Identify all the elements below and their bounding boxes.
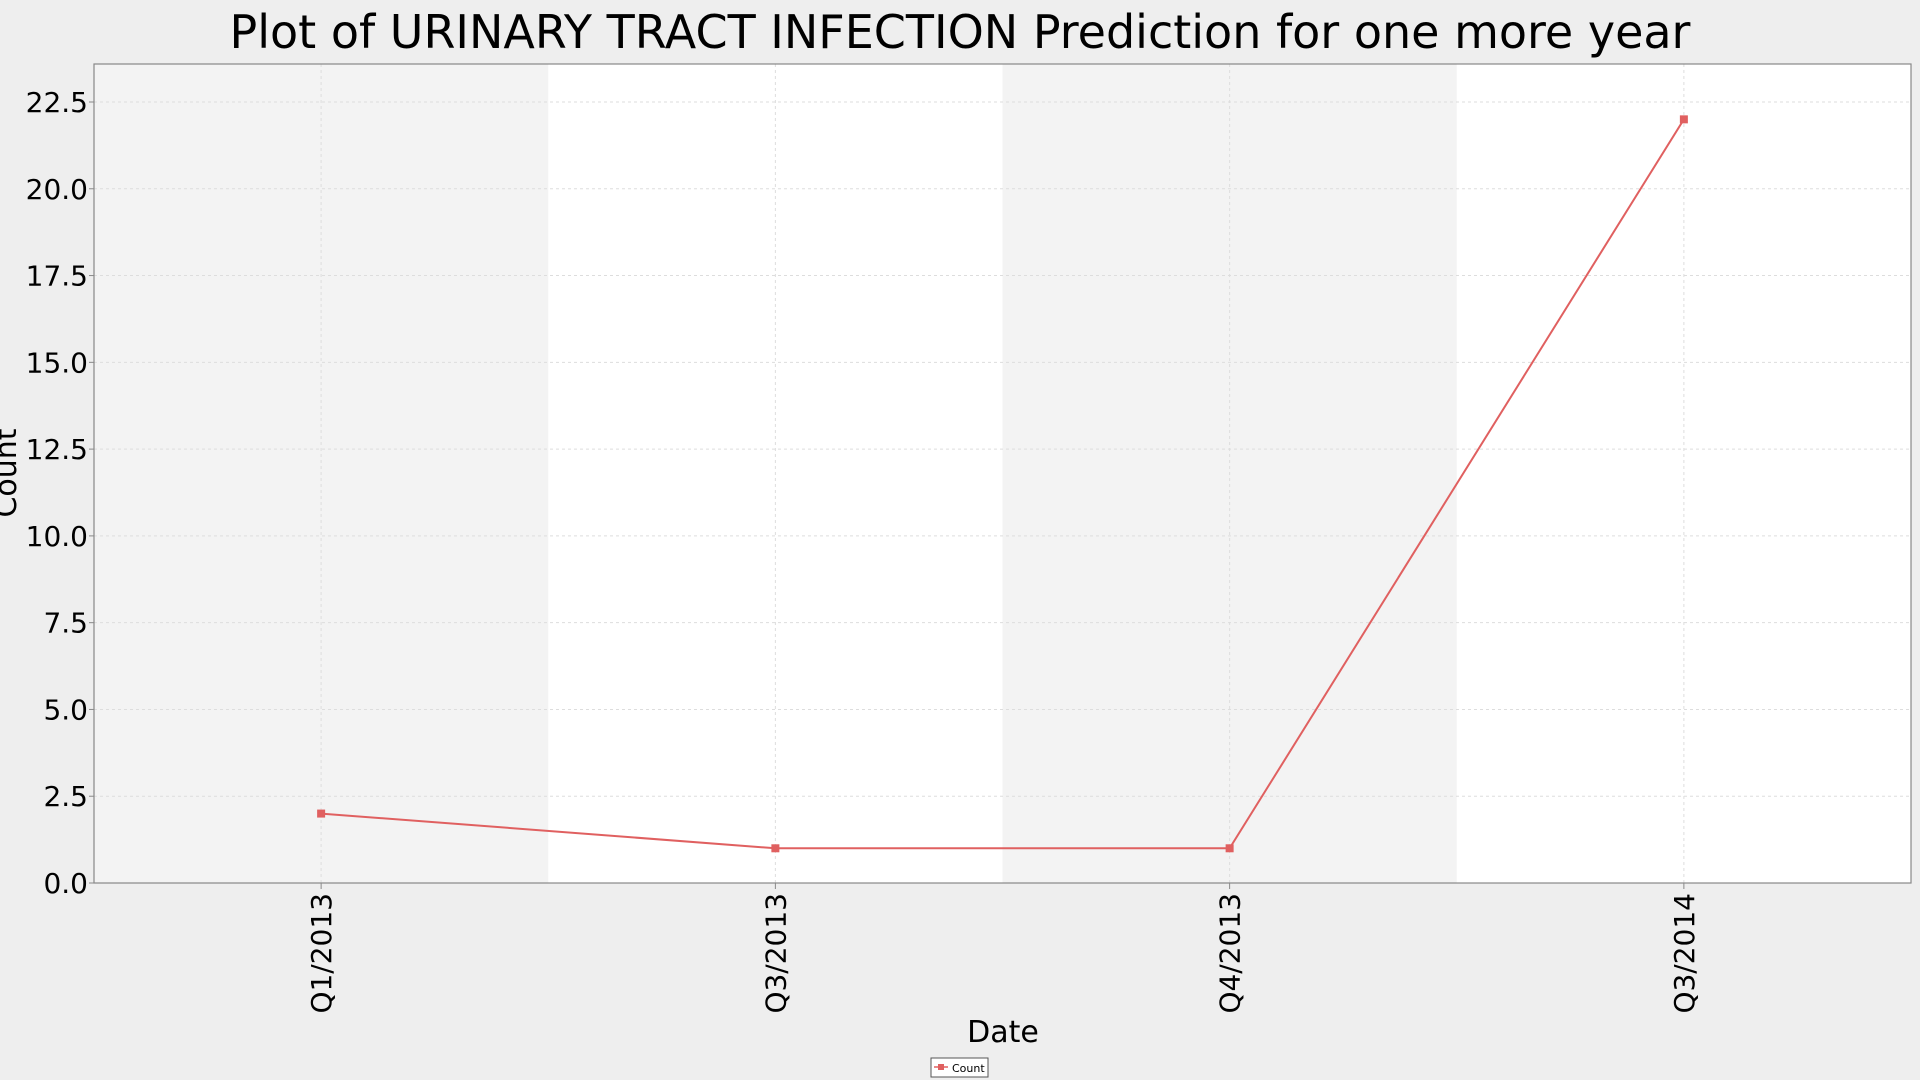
legend-box <box>930 1057 989 1078</box>
legend: Count <box>930 1057 989 1078</box>
y-tick-label: 2.5 <box>43 780 88 813</box>
y-axis-label: Count <box>0 428 24 517</box>
series-count <box>317 115 1688 853</box>
data-point-q1-2013 <box>317 809 326 818</box>
legend-swatch-marker <box>938 1064 944 1070</box>
chart-title: Plot of URINARY TRACT INFECTION Predicti… <box>230 5 1691 59</box>
y-axis-ticks: 0.0 2.5 5.0 7.5 10.0 12.5 15.0 17.5 20.0 22.5 <box>26 86 94 900</box>
x-tick-label: Q1/2013 <box>305 893 338 1014</box>
y-tick-label: 10.0 <box>26 520 88 553</box>
data-point-q3-2013 <box>771 844 780 853</box>
series-line-count <box>321 118 1685 850</box>
data-point-q4-2013 <box>1225 844 1234 853</box>
data-point-q3-2014 <box>1679 115 1688 124</box>
x-tick-label: Q4/2013 <box>1214 893 1247 1014</box>
y-tick-label: 0.0 <box>43 867 88 900</box>
x-tick-label: Q3/2014 <box>1668 893 1701 1014</box>
x-axis-ticks: Q1/2013 Q3/2013 Q4/2013 Q3/2014 <box>305 883 1701 1014</box>
y-tick-label: 7.5 <box>43 607 88 640</box>
y-tick-label: 5.0 <box>43 693 88 726</box>
y-tick-label: 17.5 <box>26 260 88 293</box>
y-tick-label: 22.5 <box>26 86 88 119</box>
plot-area-frame <box>93 63 1912 884</box>
x-tick-label: Q3/2013 <box>759 893 792 1014</box>
y-tick-label: 12.5 <box>26 433 88 466</box>
y-tick-label: 15.0 <box>26 346 88 379</box>
y-tick-label: 20.0 <box>26 173 88 206</box>
x-axis-label: Date <box>967 1015 1039 1050</box>
legend-label-count: Count <box>952 1062 985 1075</box>
plot-background-bands <box>94 64 1911 883</box>
